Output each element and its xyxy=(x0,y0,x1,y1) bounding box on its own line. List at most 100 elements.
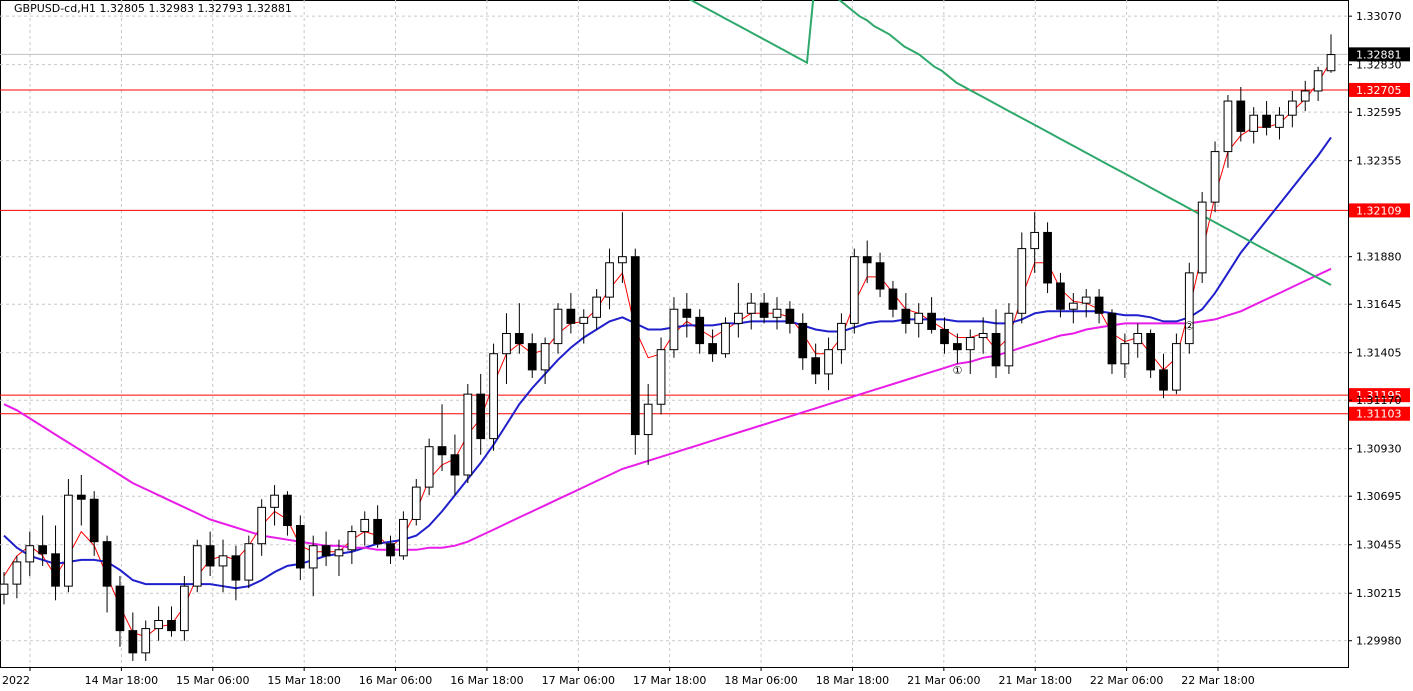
candle-bull xyxy=(399,518,408,557)
y-tick-label: 1.32355 xyxy=(1356,155,1402,168)
candle-bull xyxy=(643,403,653,436)
candle-bear xyxy=(76,494,86,500)
candle-bull xyxy=(1004,312,1014,367)
candle-bull xyxy=(347,531,357,551)
signal-marker: ② xyxy=(1184,319,1194,332)
candle-bull xyxy=(978,333,988,339)
candle-bear xyxy=(566,308,576,324)
candle-bear xyxy=(1094,296,1104,314)
candle-bull xyxy=(1081,296,1091,304)
signal-marker: ① xyxy=(952,364,962,377)
candle-bull xyxy=(489,353,498,440)
x-tick-label: 18 Mar 06:00 xyxy=(724,674,797,687)
candle-bull xyxy=(360,518,370,533)
candle-bear xyxy=(1236,100,1246,132)
candle-bull xyxy=(721,322,730,355)
candle-bear xyxy=(167,620,176,632)
candle-bear xyxy=(862,256,872,264)
candle-bull xyxy=(824,349,833,375)
candle-bull xyxy=(1068,302,1078,310)
candle-bull xyxy=(965,337,975,351)
y-tick-label: 1.33070 xyxy=(1356,10,1402,23)
candle-bear xyxy=(38,545,48,555)
candle-bear xyxy=(682,308,692,318)
candle-bear xyxy=(321,545,331,557)
candle-bull xyxy=(218,555,228,567)
candle-bear xyxy=(450,454,460,476)
candle-bull xyxy=(669,308,679,351)
x-tick-label: 18 Mar 18:00 xyxy=(816,674,889,687)
candle-bull xyxy=(244,543,254,581)
candle-bull xyxy=(1287,100,1297,116)
candle-bull xyxy=(1184,272,1194,345)
candle-bull xyxy=(1017,248,1027,314)
candle-bear xyxy=(630,256,640,436)
candle-bear xyxy=(1262,114,1271,128)
y-tick-label: 1.30930 xyxy=(1356,443,1402,456)
candle-bear xyxy=(1043,231,1052,284)
candle-bull xyxy=(154,620,163,630)
candle-bear xyxy=(386,543,395,557)
x-tick-label: 22 Mar 18:00 xyxy=(1181,674,1254,687)
candle-bull xyxy=(849,256,859,324)
price-level-label: 1.31103 xyxy=(1356,408,1402,421)
candle-bear xyxy=(759,302,769,318)
candle-bull xyxy=(1210,151,1220,203)
candle-bear xyxy=(373,518,382,545)
candle-bull xyxy=(1313,70,1323,92)
candle-bear xyxy=(527,343,537,371)
grid xyxy=(0,0,1348,667)
candle-bull xyxy=(733,312,743,324)
candle-bull xyxy=(1172,343,1181,391)
y-tick-label: 1.29980 xyxy=(1356,635,1402,648)
candle-bull xyxy=(270,494,279,508)
candle-bear xyxy=(1107,312,1117,365)
markers: ①② xyxy=(952,319,1194,376)
price-level-label: 1.32705 xyxy=(1356,84,1402,97)
candle-bull xyxy=(772,308,782,318)
candle-bear xyxy=(927,312,936,330)
x-tick-label: 14 Mar 2022 xyxy=(0,674,30,687)
candle-bull xyxy=(0,583,9,595)
candle-bull xyxy=(411,486,421,520)
candle-bull xyxy=(308,545,318,569)
x-tick-label: 17 Mar 18:00 xyxy=(633,674,706,687)
candle-bear xyxy=(798,322,808,359)
price-level-label: 1.32109 xyxy=(1356,204,1402,217)
x-tick-label: 15 Mar 06:00 xyxy=(176,674,249,687)
x-tick-label: 16 Mar 18:00 xyxy=(450,674,523,687)
candle-bull xyxy=(12,561,22,585)
candle-bear xyxy=(437,446,447,456)
x-tick-label: 22 Mar 06:00 xyxy=(1090,674,1163,687)
x-tick-label: 14 Mar 18:00 xyxy=(85,674,158,687)
plot-frame xyxy=(0,0,1349,668)
candle-bull xyxy=(1300,90,1310,102)
y-tick-label: 1.31405 xyxy=(1356,347,1402,360)
candle-bull xyxy=(1223,100,1233,153)
candle-bull xyxy=(618,256,627,264)
candle-bear xyxy=(51,553,60,587)
candle-bull xyxy=(1197,201,1207,274)
candle-bear xyxy=(205,545,215,567)
candle-bull xyxy=(540,343,550,371)
candle-bear xyxy=(283,494,292,527)
candle-bear xyxy=(901,308,911,324)
candle-bear xyxy=(695,316,705,345)
y-axis: 1.33070 1.32830 1.32595 1.32355 1.31880 1.316… xyxy=(1348,10,1402,648)
candle-bull xyxy=(553,308,563,345)
y-tick-label: 1.31170 xyxy=(1356,394,1402,407)
y-tick-label: 1.32595 xyxy=(1356,106,1402,119)
candle-bull xyxy=(257,506,267,545)
symbol-title: GBPUSD-cd,H1 1.32805 1.32983 1.32793 1.3… xyxy=(14,2,292,15)
candle-bull xyxy=(1275,114,1284,128)
price-level-badge xyxy=(1349,406,1410,421)
candle-bull xyxy=(180,585,189,632)
y-tick-label: 1.30695 xyxy=(1356,490,1402,503)
candle-bull xyxy=(605,262,614,298)
x-tick-label: 17 Mar 06:00 xyxy=(542,674,615,687)
candle-bull xyxy=(1133,333,1143,345)
x-tick-label: 16 Mar 06:00 xyxy=(359,674,432,687)
candle-bear xyxy=(295,525,305,569)
candle-bear xyxy=(231,555,241,581)
